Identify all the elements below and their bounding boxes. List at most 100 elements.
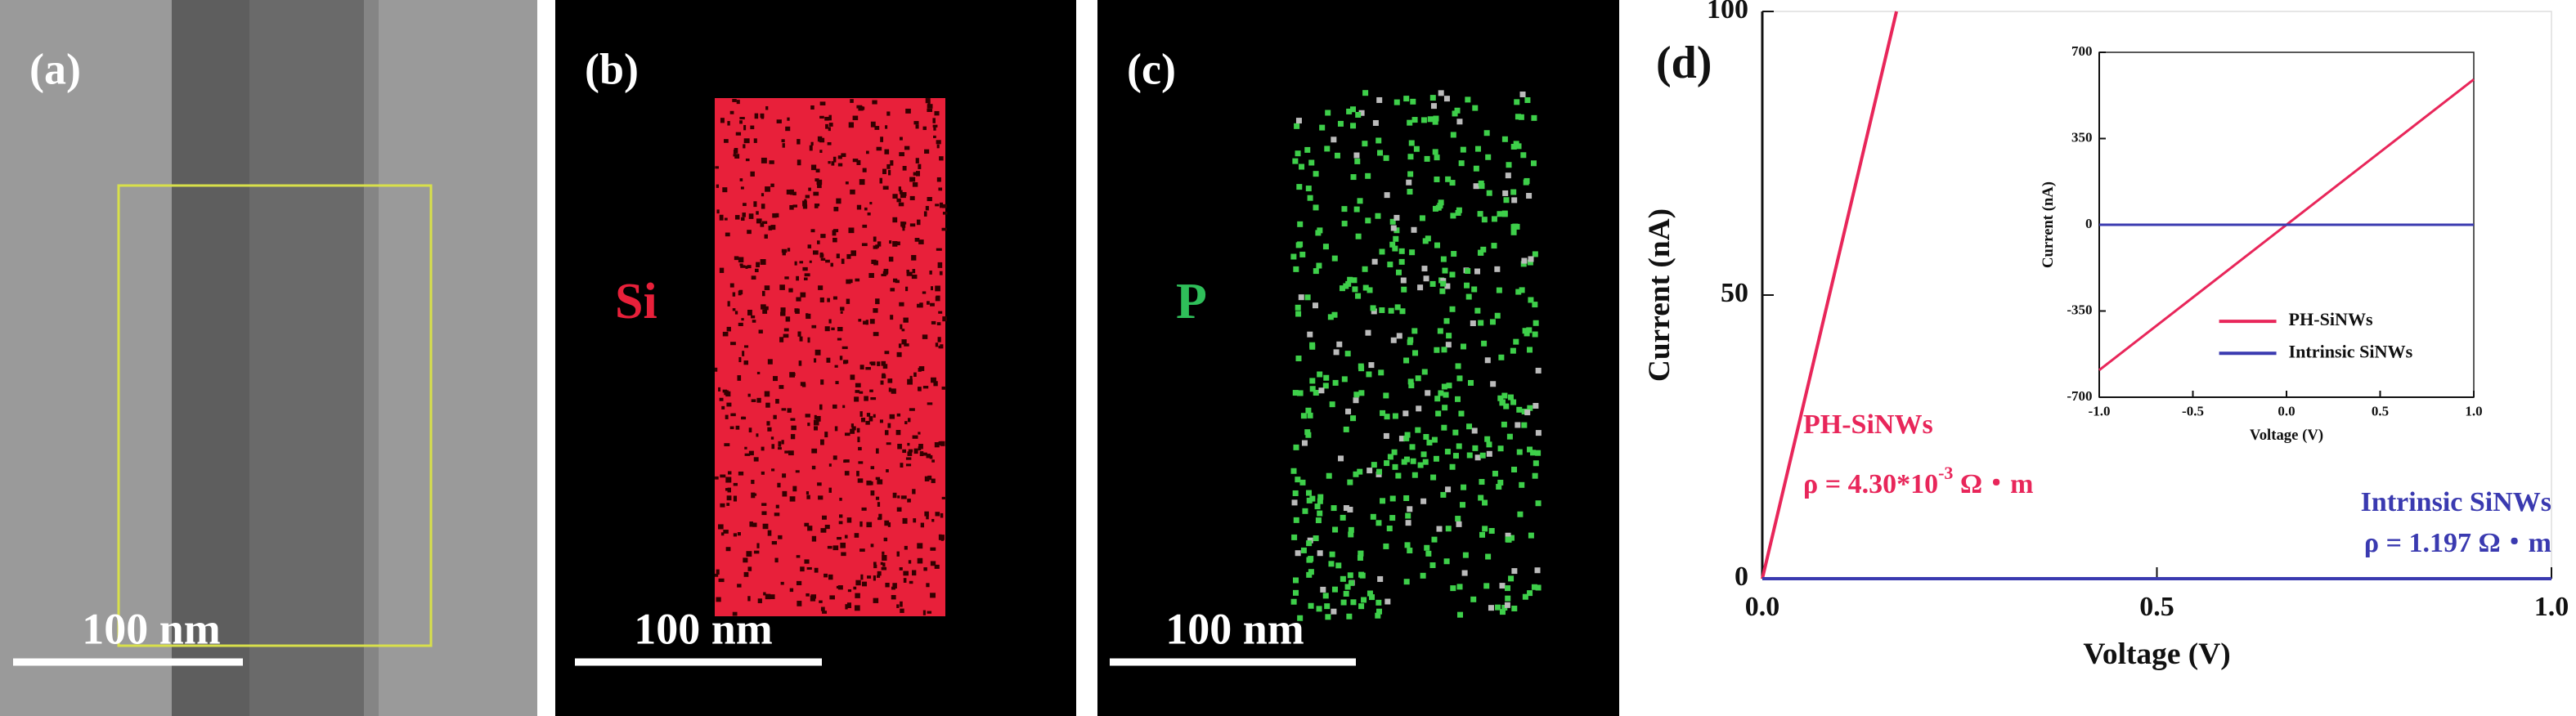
map-speckle bbox=[900, 608, 904, 613]
map-speckle bbox=[938, 311, 943, 314]
map-dot bbox=[1455, 209, 1461, 216]
map-speckle bbox=[867, 575, 872, 579]
map-dot bbox=[1490, 381, 1497, 387]
map-speckle bbox=[934, 564, 940, 569]
map-speckle bbox=[732, 292, 736, 297]
map-speckle bbox=[925, 205, 929, 211]
map-dot bbox=[1398, 436, 1405, 442]
map-dot bbox=[1444, 449, 1451, 455]
series-label: PH-SiNWs bbox=[1803, 409, 1933, 440]
map-dot bbox=[1377, 575, 1384, 582]
map-speckle bbox=[864, 396, 868, 401]
map-dot bbox=[1350, 415, 1357, 422]
map-speckle bbox=[911, 255, 917, 261]
map-speckle bbox=[912, 435, 918, 439]
map-dot bbox=[1379, 248, 1385, 255]
map-speckle bbox=[918, 446, 922, 451]
map-dot bbox=[1353, 471, 1359, 477]
map-dot bbox=[1358, 571, 1365, 578]
map-speckle bbox=[865, 320, 868, 325]
map-dot bbox=[1383, 392, 1389, 399]
panel-label: (d) bbox=[1656, 38, 1712, 88]
map-dot bbox=[1533, 320, 1539, 326]
map-dot bbox=[1438, 390, 1444, 396]
map-speckle bbox=[922, 385, 929, 389]
map-dot bbox=[1355, 112, 1362, 119]
map-speckle bbox=[854, 533, 859, 538]
map-speckle bbox=[832, 404, 837, 409]
map-dot bbox=[1392, 413, 1398, 419]
map-speckle bbox=[818, 495, 824, 500]
map-speckle bbox=[745, 266, 748, 269]
map-dot bbox=[1477, 211, 1483, 217]
map-speckle bbox=[781, 139, 785, 143]
map-dot bbox=[1315, 517, 1322, 524]
map-dot bbox=[1384, 460, 1390, 467]
map-dot bbox=[1426, 440, 1433, 446]
map-dot bbox=[1449, 180, 1456, 186]
map-speckle bbox=[743, 144, 746, 149]
map-speckle bbox=[873, 414, 876, 418]
map-speckle bbox=[918, 557, 922, 562]
map-speckle bbox=[866, 480, 872, 486]
map-dot bbox=[1519, 481, 1525, 488]
map-speckle bbox=[912, 181, 918, 187]
map-speckle bbox=[930, 561, 936, 566]
map-speckle bbox=[813, 191, 819, 196]
map-speckle bbox=[738, 322, 743, 327]
map-speckle bbox=[779, 284, 785, 290]
map-dot bbox=[1340, 599, 1347, 606]
map-speckle bbox=[809, 260, 812, 263]
map-speckle bbox=[799, 336, 803, 342]
y-tick-label: 0 bbox=[2085, 216, 2093, 231]
map-speckle bbox=[909, 223, 916, 227]
map-speckle bbox=[869, 361, 874, 365]
map-speckle bbox=[837, 163, 843, 167]
map-speckle bbox=[936, 144, 940, 149]
map-speckle bbox=[833, 207, 839, 212]
map-dot bbox=[1435, 410, 1442, 417]
map-dot bbox=[1371, 258, 1378, 265]
map-speckle bbox=[735, 132, 742, 136]
x-tick-label: 0.0 bbox=[2278, 404, 2295, 419]
map-speckle bbox=[860, 574, 864, 580]
map-speckle bbox=[892, 278, 898, 283]
map-dot bbox=[1440, 256, 1447, 262]
map-dot bbox=[1449, 271, 1456, 278]
scale-bar-label: 100 nm bbox=[82, 604, 221, 653]
map-dot bbox=[1336, 341, 1343, 347]
map-dot bbox=[1511, 467, 1518, 473]
map-speckle bbox=[748, 450, 754, 456]
map-speckle bbox=[924, 149, 930, 154]
map-speckle bbox=[751, 480, 755, 485]
map-speckle bbox=[827, 141, 832, 145]
map-dot bbox=[1514, 99, 1520, 105]
map-speckle bbox=[811, 324, 817, 329]
map-speckle bbox=[764, 391, 770, 397]
map-speckle bbox=[891, 388, 896, 394]
map-speckle bbox=[818, 285, 824, 290]
map-speckle bbox=[875, 298, 880, 305]
map-speckle bbox=[774, 512, 780, 517]
map-speckle bbox=[877, 479, 883, 485]
map-speckle bbox=[907, 378, 913, 385]
map-speckle bbox=[846, 253, 851, 259]
map-speckle bbox=[752, 522, 757, 527]
map-speckle bbox=[904, 421, 908, 425]
map-dot bbox=[1361, 597, 1367, 603]
map-speckle bbox=[899, 567, 903, 571]
map-dot bbox=[1522, 593, 1528, 600]
map-speckle bbox=[726, 503, 730, 506]
map-dot bbox=[1443, 96, 1450, 102]
map-speckle bbox=[902, 517, 908, 524]
map-speckle bbox=[814, 204, 819, 208]
map-speckle bbox=[932, 124, 938, 128]
map-speckle bbox=[738, 471, 744, 476]
map-speckle bbox=[797, 139, 801, 145]
map-speckle bbox=[869, 389, 873, 392]
map-dot bbox=[1299, 251, 1306, 257]
map-dot bbox=[1389, 218, 1396, 225]
map-speckle bbox=[913, 448, 918, 454]
map-speckle bbox=[767, 530, 772, 536]
map-speckle bbox=[729, 110, 734, 114]
